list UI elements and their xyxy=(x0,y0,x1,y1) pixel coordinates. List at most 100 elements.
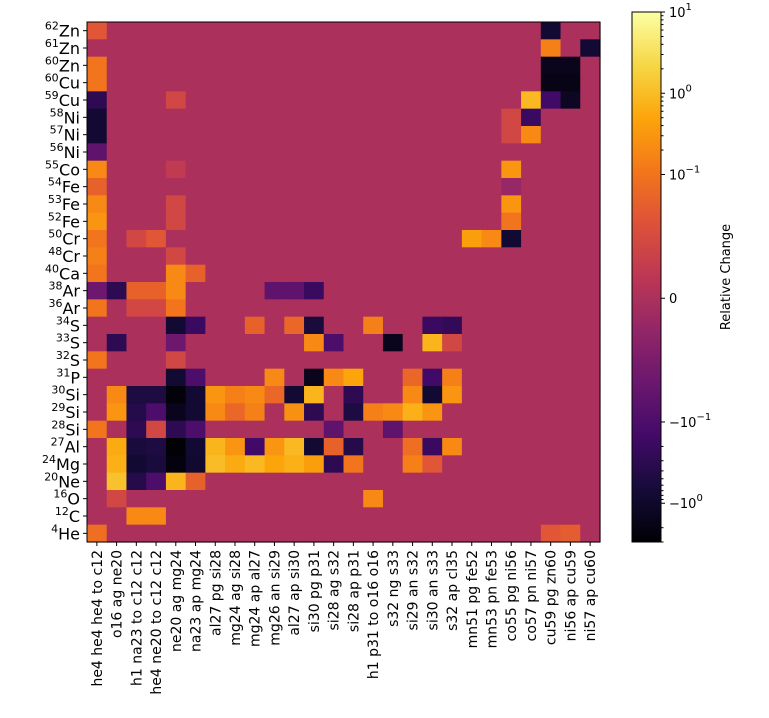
heatmap-cell xyxy=(126,524,147,543)
heatmap-cell xyxy=(363,56,384,75)
heatmap-cell xyxy=(521,22,542,40)
heatmap-cell xyxy=(442,39,463,58)
heatmap-cell xyxy=(165,91,187,110)
heatmap-cell xyxy=(87,126,108,144)
heatmap-cell xyxy=(461,403,483,422)
heatmap-cell xyxy=(264,507,285,526)
heatmap-cell xyxy=(560,490,581,508)
heatmap-cell xyxy=(106,74,128,92)
heatmap-cell xyxy=(442,264,463,283)
heatmap-cell xyxy=(106,108,128,127)
heatmap-cell xyxy=(442,507,463,526)
heatmap-cell xyxy=(146,247,167,266)
heatmap-cell xyxy=(501,160,522,179)
heatmap-cell xyxy=(363,507,384,526)
heatmap-cell xyxy=(560,126,581,144)
y-tick-label: 55Co xyxy=(45,158,80,179)
heatmap-cell xyxy=(106,91,128,110)
heatmap-cell xyxy=(165,74,187,92)
heatmap-cell xyxy=(146,524,167,543)
heatmap-cell xyxy=(521,524,542,543)
heatmap-cell xyxy=(521,247,542,266)
heatmap-cell xyxy=(205,438,226,456)
heatmap-cell xyxy=(87,91,108,110)
heatmap-cell xyxy=(146,126,167,144)
heatmap-cell xyxy=(580,490,601,508)
heatmap-cell xyxy=(106,299,128,318)
heatmap-cell xyxy=(422,455,443,474)
heatmap-cell xyxy=(185,282,206,300)
heatmap-cell xyxy=(225,455,246,474)
heatmap-cell xyxy=(402,316,424,335)
heatmap-cell xyxy=(560,247,581,266)
heatmap-cell xyxy=(146,212,167,231)
heatmap-cell xyxy=(126,91,147,110)
x-tick-label: si30 an s33 xyxy=(425,550,441,630)
heatmap-cell xyxy=(323,403,345,422)
heatmap-cell xyxy=(343,143,364,162)
heatmap-cell xyxy=(580,178,601,196)
heatmap-cell xyxy=(87,230,108,248)
heatmap-cell xyxy=(165,403,187,422)
heatmap-cell xyxy=(540,368,562,387)
heatmap-cell xyxy=(264,39,285,58)
heatmap-cell xyxy=(205,91,226,110)
heatmap-cell xyxy=(146,472,167,491)
heatmap-cell xyxy=(146,108,167,127)
heatmap-cell xyxy=(264,264,285,283)
heatmap-cell xyxy=(244,490,266,508)
heatmap-cell xyxy=(146,178,167,196)
heatmap-cell xyxy=(422,472,443,491)
heatmap-cell xyxy=(244,143,266,162)
heatmap-cell xyxy=(126,230,147,248)
heatmap-cell xyxy=(422,386,443,404)
heatmap-cell xyxy=(402,282,424,300)
heatmap-cell xyxy=(481,126,502,144)
x-tick-label: s32 ng s33 xyxy=(386,550,402,627)
heatmap-cell xyxy=(560,22,581,40)
heatmap-cell xyxy=(442,282,463,300)
heatmap-cell xyxy=(264,22,285,40)
heatmap-cell xyxy=(442,74,463,92)
heatmap-cell xyxy=(461,91,483,110)
heatmap-cell xyxy=(363,403,384,422)
heatmap-cell xyxy=(304,212,325,231)
heatmap-cell xyxy=(284,264,305,283)
heatmap-cell xyxy=(165,490,187,508)
heatmap-cell xyxy=(461,247,483,266)
heatmap-cell xyxy=(343,39,364,58)
heatmap-cell xyxy=(323,386,345,404)
heatmap-cell xyxy=(422,507,443,526)
heatmap-cell xyxy=(501,507,522,526)
x-tick-label: co55 pg ni56 xyxy=(504,550,520,641)
heatmap-cell xyxy=(87,507,108,526)
heatmap-cell xyxy=(205,195,226,214)
heatmap-cell xyxy=(402,264,424,283)
heatmap-cell xyxy=(363,472,384,491)
heatmap-cell xyxy=(442,420,463,439)
heatmap-cell xyxy=(343,403,364,422)
heatmap-cells xyxy=(87,22,601,543)
heatmap-cell xyxy=(560,334,581,352)
heatmap-cell xyxy=(580,143,601,162)
heatmap-cell xyxy=(461,299,483,318)
heatmap-cell xyxy=(185,22,206,40)
heatmap-cell xyxy=(284,420,305,439)
colorbar-tick-label: 101 xyxy=(669,2,692,21)
heatmap-cell xyxy=(540,22,562,40)
heatmap-cell xyxy=(501,386,522,404)
heatmap-cell xyxy=(343,56,364,75)
y-tick-label: 56Ni xyxy=(50,141,80,162)
heatmap-cell xyxy=(264,299,285,318)
heatmap-cell xyxy=(185,299,206,318)
heatmap-cell xyxy=(560,368,581,387)
heatmap-cell xyxy=(106,212,128,231)
heatmap-cell xyxy=(382,56,404,75)
heatmap-cell xyxy=(205,403,226,422)
heatmap-cell xyxy=(422,143,443,162)
heatmap-cell xyxy=(501,403,522,422)
heatmap-cell xyxy=(580,351,601,370)
heatmap-cell xyxy=(442,230,463,248)
heatmap-cell xyxy=(540,108,562,127)
heatmap-cell xyxy=(185,264,206,283)
